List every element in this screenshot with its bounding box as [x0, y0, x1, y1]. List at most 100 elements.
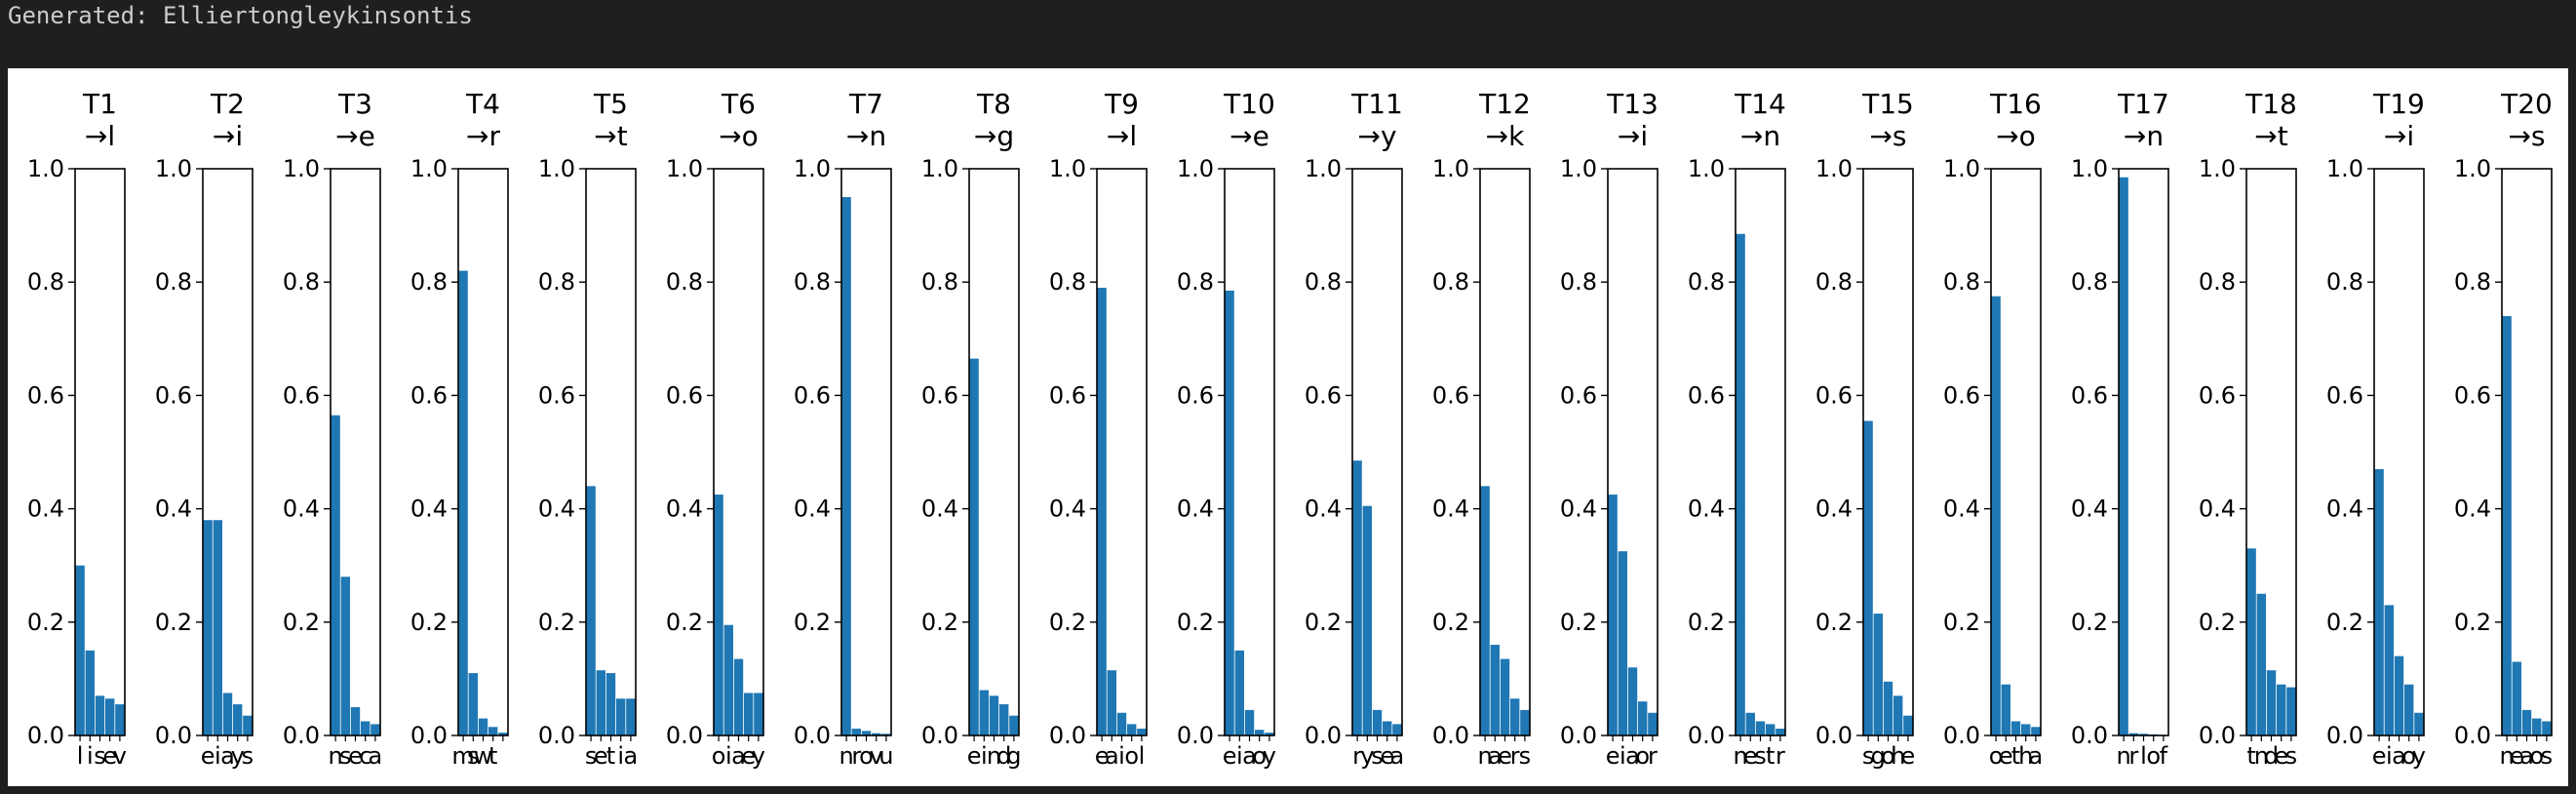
y-tick-label: 0.8 [1943, 268, 1980, 296]
y-tick-label: 0.6 [2454, 381, 2491, 409]
y-tick-label: 0.2 [1049, 609, 1086, 636]
y-tick-label: 0.2 [2071, 609, 2108, 636]
bar [714, 495, 723, 735]
bar [841, 197, 851, 736]
x-tick-label: t [2246, 742, 2255, 770]
panel-title-line: T3 [337, 88, 372, 120]
panel-8: T8 →g 0.0 0.2 0.4 0.6 0.8 1.0 e i ndg [921, 88, 1022, 770]
panel-title-line: T10 [1223, 88, 1275, 120]
bar [1490, 645, 1500, 735]
x-tick-label: i [725, 742, 732, 770]
panel-title-line: T13 [1606, 88, 1659, 120]
bar [2542, 721, 2552, 735]
bar [2277, 684, 2286, 735]
x-tick-label: y [231, 742, 245, 770]
panel-title: T18 →t [2244, 88, 2297, 152]
x-tick-label: e [102, 742, 117, 770]
bar [1352, 460, 1362, 735]
x-tick-label: i [1236, 742, 1243, 770]
y-tick-label: 0.2 [1560, 609, 1597, 636]
bar [2128, 733, 2138, 735]
y-tick-label: 0.8 [538, 268, 575, 296]
bar [1107, 670, 1116, 735]
bar [989, 695, 999, 735]
y-tick-label: 0.8 [27, 268, 64, 296]
y-tick-label: 0.2 [283, 609, 320, 636]
bar [1362, 505, 1372, 735]
y-tick-label: 1.0 [794, 155, 831, 182]
x-tick-label: e [201, 742, 215, 770]
bar [243, 715, 253, 735]
x-tick-label: f [2160, 742, 2168, 770]
y-tick-label: 1.0 [1815, 155, 1853, 182]
panel-title: T15 →s [1861, 88, 1914, 152]
x-tick-label: a [624, 742, 639, 770]
panel-19: T19 →i 0.0 0.2 0.4 0.6 0.8 1.0 e i aoy [2326, 88, 2426, 770]
y-tick-label: 0.2 [538, 609, 575, 636]
y-tick-label: 0.4 [1305, 496, 1342, 523]
y-tick-label: 0.4 [2454, 496, 2491, 523]
y-tick-label: 0.4 [666, 496, 703, 523]
y-tick-label: 1.0 [1943, 155, 1980, 182]
x-tick-label: y [1263, 742, 1276, 770]
x-tick-label: h [1891, 742, 1905, 770]
x-tick-label: e [1606, 742, 1620, 770]
bar [213, 520, 222, 735]
x-tick-label: n [1733, 742, 1747, 770]
output-header: Generated: Elliertongleykinsontis [0, 0, 2576, 60]
panel-title-line: →t [2254, 120, 2287, 152]
panel-title-line: →i [1618, 120, 1648, 152]
y-tick-label: 0.8 [2326, 268, 2363, 296]
x-tick-label: i [215, 742, 221, 770]
y-tick-label: 0.0 [27, 722, 64, 749]
bar [1127, 724, 1137, 735]
panel-title-line: T19 [2372, 88, 2425, 120]
panel-title-line: →y [1357, 120, 1396, 152]
x-tick-label: e [741, 742, 756, 770]
bar [2001, 684, 2010, 735]
panel-title: T10 →e [1223, 88, 1275, 152]
x-tick-label: o [2529, 742, 2544, 770]
bar [1618, 551, 1627, 735]
panel-6: T6 →o 0.0 0.2 0.4 0.6 0.8 1.0 o i aey [666, 88, 765, 770]
panel-title-line: →g [974, 120, 1014, 152]
y-tick-label: 0.0 [2326, 722, 2363, 749]
y-tick-label: 0.0 [155, 722, 192, 749]
panel-title: T2 →i [210, 88, 245, 152]
y-tick-label: 0.2 [155, 609, 192, 636]
bar [498, 733, 508, 735]
bar [1893, 695, 1903, 735]
y-tick-label: 0.0 [1815, 722, 1853, 749]
bar [1392, 724, 1402, 735]
y-tick-label: 0.8 [666, 268, 703, 296]
bar [1510, 698, 1520, 735]
x-tick-label: n [839, 742, 853, 770]
bar [1097, 288, 1107, 735]
x-tick-label: o [1881, 742, 1895, 770]
y-tick-label: 0.8 [1177, 268, 1214, 296]
bar [2521, 709, 2532, 735]
y-tick-label: 0.6 [1049, 381, 1086, 409]
x-tick-label: n [987, 742, 1001, 770]
x-tick-label: s [585, 742, 598, 770]
bar [1736, 233, 1745, 735]
x-tick-label: s [1862, 742, 1875, 770]
bar [2021, 724, 2031, 735]
panel-title-line: →n [846, 120, 886, 152]
y-tick-label: 0.6 [2071, 381, 2108, 409]
y-tick-label: 0.4 [538, 496, 575, 523]
bar [1234, 650, 1244, 735]
y-tick-label: 0.2 [666, 609, 703, 636]
y-tick-label: 0.6 [2199, 381, 2236, 409]
panel-title: T3 →e [335, 88, 375, 152]
y-tick-label: 0.8 [1049, 268, 1086, 296]
x-tick-label: i [1118, 742, 1125, 770]
bar [458, 270, 468, 735]
x-tick-label: l [2140, 742, 2147, 770]
y-tick-label: 0.0 [1177, 722, 1214, 749]
y-tick-label: 0.8 [1688, 268, 1725, 296]
